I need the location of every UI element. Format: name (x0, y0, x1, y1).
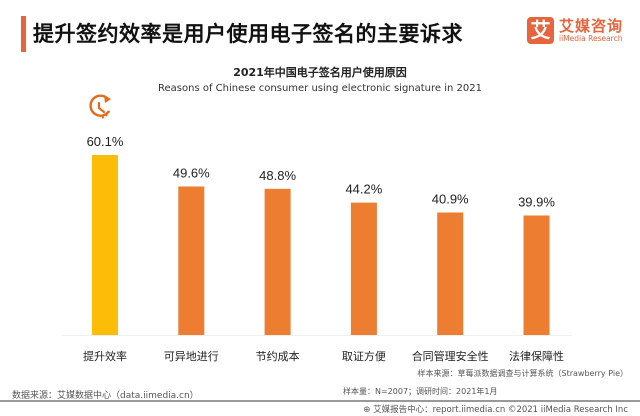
x-tick-label: 节约成本 (256, 349, 300, 363)
data-label: 44.2% (345, 182, 382, 197)
x-tick-label: 可异地进行 (164, 350, 219, 363)
data-source: 数据来源：艾媒数据中心（data.iimedia.cn） (12, 391, 199, 401)
chart-subtitle: Reasons of Chinese consumer using electr… (158, 83, 482, 94)
bar-4 (437, 212, 464, 335)
brand-logo: 艾 艾媒咨询 iiMedia Research (527, 17, 623, 44)
copyright-text: 艾媒报告中心：report.iimedia.cn ©2021 iiMedia R… (373, 405, 628, 415)
globe-icon: ⊕ (363, 405, 374, 415)
title-accent-bar (21, 16, 26, 52)
sample-size: 样本量：N=2007；调研时间：2021年1月 (343, 387, 498, 396)
chart-title: 2021年中国电子签名用户使用原因 (233, 66, 407, 79)
data-label: 60.1% (87, 134, 124, 149)
x-tick-label: 提升效率 (83, 349, 127, 363)
bar-1 (178, 186, 205, 335)
footer-divider (0, 400, 640, 402)
bar-3 (350, 202, 377, 335)
logo-name-en: iiMedia Research (559, 33, 623, 43)
bar-5 (523, 215, 550, 335)
logo-name-cn: 艾媒咨询 (559, 16, 624, 35)
logo-mark-icon: 艾 (527, 17, 554, 44)
bar-2 (264, 188, 291, 335)
copyright: ⊕ 艾媒报告中心：report.iimedia.cn ©2021 iiMedia… (363, 403, 628, 415)
data-label: 39.9% (518, 194, 555, 209)
data-label: 40.9% (432, 192, 469, 207)
bar-0 (92, 155, 118, 335)
x-tick-label: 取证方便 (342, 349, 386, 363)
page-title: 提升签约效率是用户使用电子签名的主要诉求 (33, 22, 463, 46)
x-tick-label: 合同管理安全性 (412, 349, 489, 363)
sample-source: 样本来源：草莓派数据调查与计算系统（Strawberry Pie） (417, 369, 628, 378)
data-label: 49.6% (173, 165, 210, 180)
clock-icon (89, 94, 111, 119)
x-tick-label: 法律保障性 (509, 349, 564, 363)
data-label: 48.8% (259, 168, 296, 183)
